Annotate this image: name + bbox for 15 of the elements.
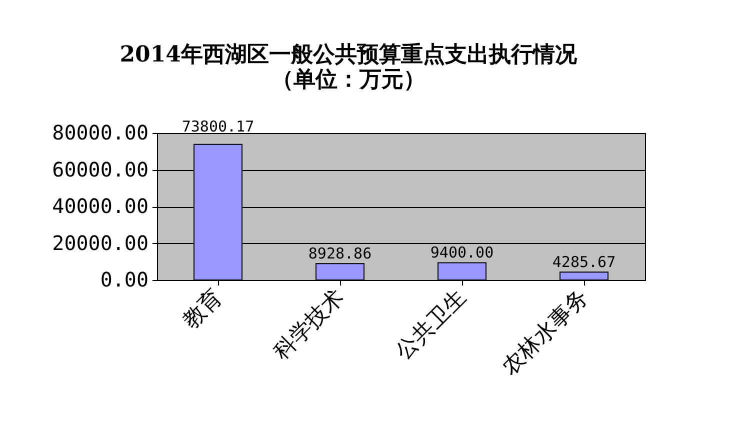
data-label: 9400.00 [430, 244, 494, 262]
chart-title: 2014年西湖区一般公共预算重点支出执行情况 [120, 41, 578, 68]
y-tick-label: 80000.00 [52, 120, 148, 144]
x-tick-label: 教育 [178, 284, 228, 334]
x-tick-label: 农林水事务 [498, 285, 594, 380]
data-label: 4285.67 [552, 253, 616, 272]
y-tick-label: 60000.00 [52, 157, 148, 182]
data-label: 8928.86 [308, 244, 372, 263]
chart-subtitle: （单位：万元） [271, 66, 426, 92]
y-tick-label: 20000.00 [52, 230, 148, 255]
data-label: 73800.17 [182, 117, 254, 136]
x-tick-label: 公共卫生 [391, 285, 472, 365]
y-tick-label: 0.00 [100, 268, 148, 292]
x-tick-label: 科学技术 [269, 285, 350, 365]
y-tick-label: 40000.00 [52, 194, 148, 218]
